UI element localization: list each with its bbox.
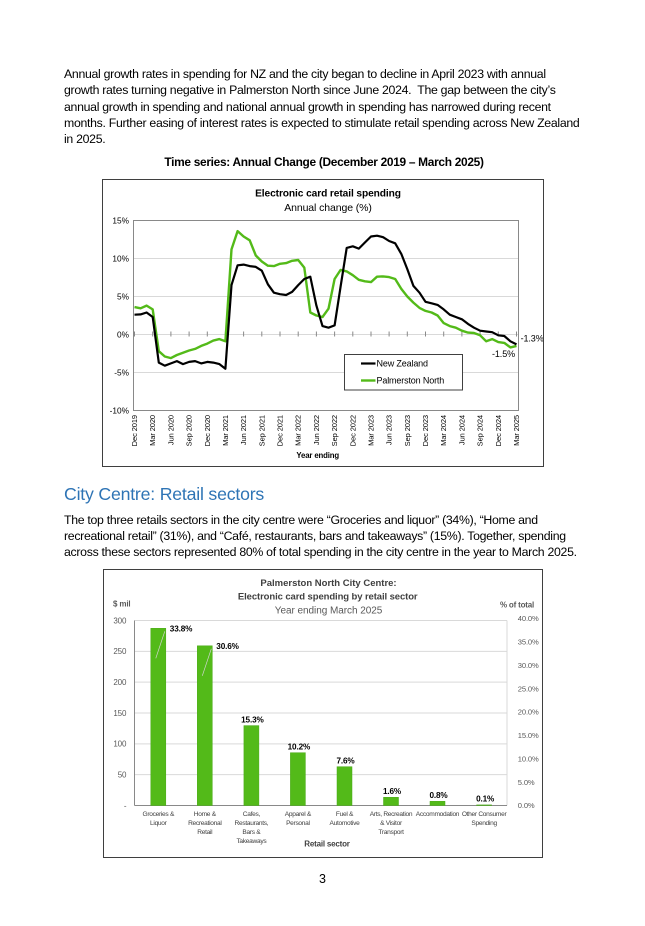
svg-text:Dec 2022: Dec 2022 [348, 415, 357, 446]
svg-text:10.0%: 10.0% [518, 754, 539, 763]
svg-text:Mar 2024: Mar 2024 [439, 415, 448, 446]
svg-text:5.0%: 5.0% [518, 778, 535, 787]
svg-text:Groceries &: Groceries & [143, 811, 175, 818]
svg-text:Apparel &: Apparel & [285, 811, 312, 818]
svg-text:Mar 2023: Mar 2023 [367, 415, 376, 446]
svg-text:30.6%: 30.6% [216, 642, 239, 651]
svg-text:$ mil: $ mil [113, 600, 130, 609]
svg-text:Mar 2020: Mar 2020 [148, 415, 157, 446]
svg-text:Other Consumer: Other Consumer [462, 811, 508, 818]
svg-text:25.0%: 25.0% [518, 684, 539, 693]
svg-text:50: 50 [118, 771, 127, 780]
svg-text:Sep 2021: Sep 2021 [257, 415, 266, 446]
svg-text:Dec 2024: Dec 2024 [494, 415, 503, 446]
svg-text:Dec 2020: Dec 2020 [203, 415, 212, 446]
svg-text:Sep 2020: Sep 2020 [185, 415, 194, 446]
svg-text:Sep 2022: Sep 2022 [330, 415, 339, 446]
svg-text:0.8%: 0.8% [429, 791, 448, 800]
svg-text:Mar 2025: Mar 2025 [512, 415, 521, 446]
svg-text:Dec 2023: Dec 2023 [421, 415, 430, 446]
svg-text:Retail: Retail [197, 829, 213, 836]
svg-text:Palmerston North City Centre:: Palmerston North City Centre: [260, 578, 396, 589]
svg-text:0.1%: 0.1% [476, 795, 495, 804]
svg-text:10%: 10% [112, 254, 129, 264]
svg-text:5%: 5% [117, 292, 130, 302]
svg-text:Fuel &: Fuel & [336, 811, 354, 818]
svg-text:Palmerston North: Palmerston North [377, 375, 445, 385]
svg-text:Electronic card retail spendin: Electronic card retail spending [255, 189, 401, 200]
svg-text:Personal: Personal [286, 820, 310, 827]
svg-text:Jun 2020: Jun 2020 [166, 415, 175, 445]
svg-text:Bars &: Bars & [242, 829, 261, 836]
svg-text:1.6%: 1.6% [383, 787, 402, 796]
svg-text:Restaurants,: Restaurants, [235, 820, 269, 827]
svg-text:Retail sector: Retail sector [304, 840, 350, 849]
svg-text:Recreational: Recreational [188, 820, 222, 827]
svg-text:-: - [124, 801, 127, 810]
svg-text:250: 250 [113, 647, 127, 656]
svg-text:0.0%: 0.0% [518, 801, 535, 810]
svg-text:Cafes,: Cafes, [243, 811, 261, 818]
svg-text:Year ending March 2025: Year ending March 2025 [275, 605, 383, 616]
svg-text:Dec 2021: Dec 2021 [276, 415, 285, 446]
svg-text:Jun 2021: Jun 2021 [239, 415, 248, 445]
svg-text:Arts, Recreation: Arts, Recreation [370, 811, 413, 818]
svg-text:15.0%: 15.0% [518, 731, 539, 740]
svg-text:Year ending: Year ending [296, 451, 339, 460]
svg-text:Mar 2021: Mar 2021 [221, 415, 230, 446]
svg-text:Sep 2023: Sep 2023 [403, 415, 412, 446]
svg-text:Jun 2023: Jun 2023 [385, 415, 394, 445]
svg-text:100: 100 [113, 740, 127, 749]
svg-text:15%: 15% [112, 216, 129, 226]
svg-text:Accommodation: Accommodation [416, 811, 460, 818]
svg-text:10.2%: 10.2% [288, 743, 311, 752]
svg-text:7.6%: 7.6% [336, 757, 355, 766]
svg-text:Electronic card spending by re: Electronic card spending by retail secto… [238, 591, 418, 602]
svg-text:150: 150 [113, 709, 127, 718]
svg-text:-5%: -5% [114, 368, 129, 378]
svg-text:Jun 2022: Jun 2022 [312, 415, 321, 445]
svg-text:Spending: Spending [471, 820, 497, 827]
svg-text:20.0%: 20.0% [518, 708, 539, 717]
svg-text:-1.3%: -1.3% [521, 334, 543, 344]
svg-text:Jun 2024: Jun 2024 [457, 415, 466, 445]
svg-text:Automotive: Automotive [330, 820, 361, 827]
svg-text:Sep 2024: Sep 2024 [476, 415, 485, 446]
svg-text:Liquor: Liquor [150, 820, 168, 827]
svg-text:Dec 2019: Dec 2019 [130, 415, 139, 446]
svg-text:33.8%: 33.8% [170, 625, 193, 634]
svg-text:Transport: Transport [378, 829, 404, 836]
svg-text:Mar 2022: Mar 2022 [294, 415, 303, 446]
svg-text:Annual change (%): Annual change (%) [284, 202, 372, 214]
svg-text:30.0%: 30.0% [518, 661, 539, 670]
svg-text:40.0%: 40.0% [518, 614, 539, 623]
svg-text:200: 200 [113, 678, 127, 687]
svg-text:-1.5%: -1.5% [492, 349, 515, 359]
svg-text:15.3%: 15.3% [241, 715, 264, 724]
svg-text:0%: 0% [117, 330, 130, 340]
svg-text:Takeaways: Takeaways [236, 838, 267, 845]
svg-text:New Zealand: New Zealand [377, 358, 429, 368]
svg-text:% of total: % of total [500, 601, 534, 610]
svg-text:300: 300 [113, 616, 127, 625]
svg-text:-10%: -10% [110, 406, 130, 416]
svg-text:& Visitor: & Visitor [380, 820, 403, 827]
svg-text:Home &: Home & [194, 811, 217, 818]
svg-text:35.0%: 35.0% [518, 638, 539, 647]
